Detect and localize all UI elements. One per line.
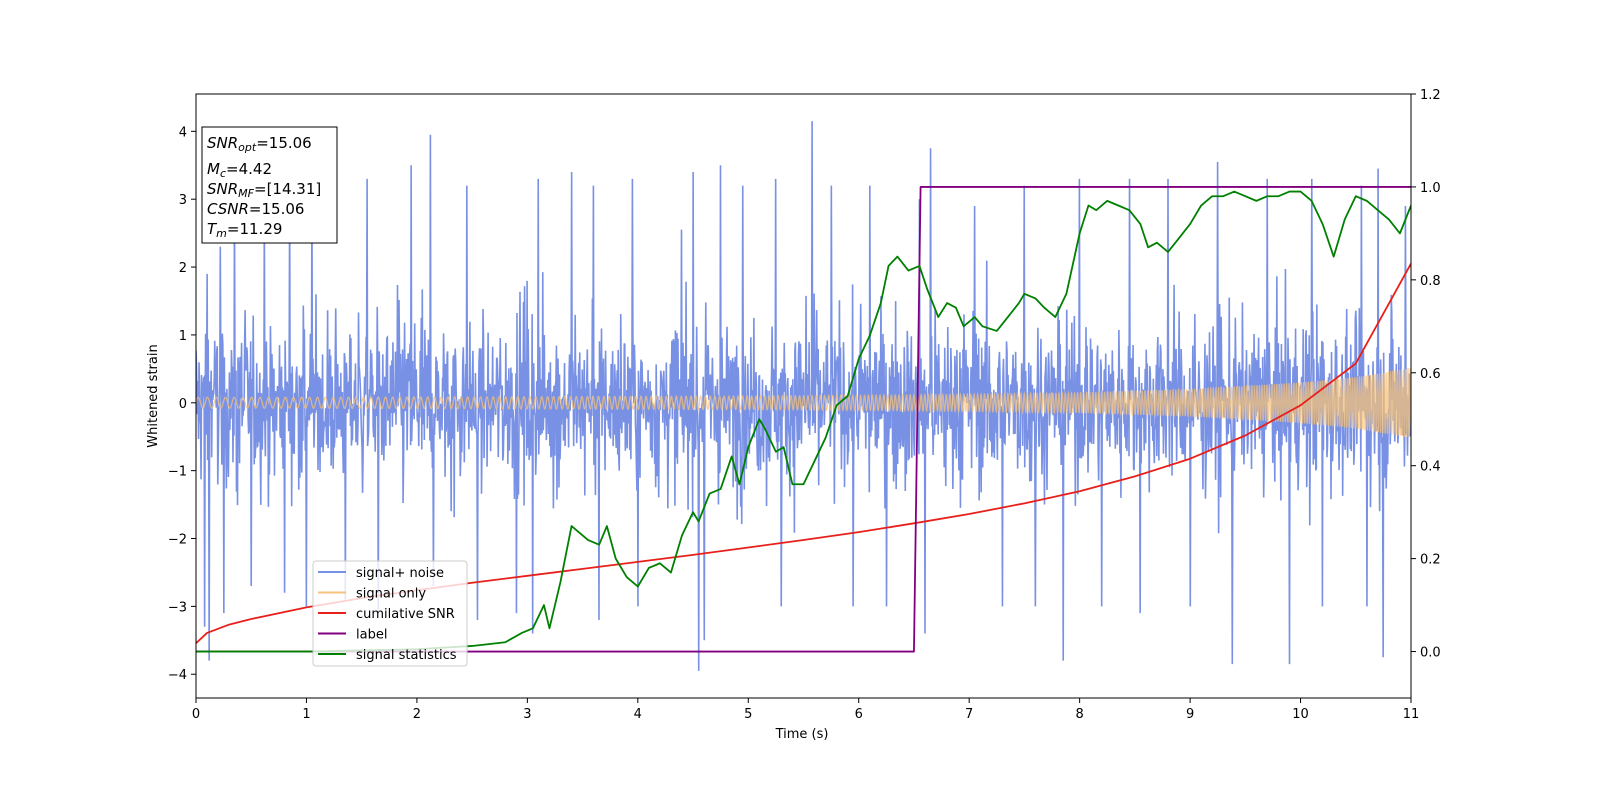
- legend-item-signal-only: signal only: [318, 587, 426, 602]
- y-tick-label: −3: [168, 600, 187, 615]
- stats-tm: Tm=11.29: [207, 220, 282, 240]
- legend-item-signal-noise: signal+ noise: [318, 566, 444, 581]
- y2-tick-label: 0.0: [1420, 646, 1441, 661]
- x-tick-label: 1: [302, 707, 310, 722]
- y2-tick-label: 0.8: [1420, 274, 1441, 289]
- series-cumulative-snr: [196, 263, 1411, 644]
- y2-tick-label: 1.0: [1420, 181, 1441, 196]
- legend: signal+ noise signal only cumilative SNR la…: [312, 560, 468, 667]
- series-signal-only: [196, 367, 1411, 438]
- y-tick-label: 2: [179, 261, 187, 276]
- x-tick-label: 8: [1075, 707, 1083, 722]
- x-tick-label: 5: [744, 707, 752, 722]
- stats-box-frame: [201, 126, 338, 244]
- x-tick-label: 10: [1292, 707, 1309, 722]
- y-axis-right: 0.0 0.2 0.4 0.6 0.8 1.0 1.2: [1411, 88, 1441, 661]
- legend-item-label: label: [318, 628, 387, 643]
- legend-item-cumulative-snr: cumilative SNR: [318, 607, 455, 622]
- series-label: [196, 186, 1411, 653]
- legend-label: label: [356, 628, 387, 643]
- x-axis-label: Time (s): [775, 727, 829, 742]
- y2-tick-label: 0.2: [1420, 553, 1441, 568]
- y-tick-label: 3: [179, 193, 187, 208]
- y2-tick-label: 0.6: [1420, 367, 1441, 382]
- x-tick-label: 4: [634, 707, 642, 722]
- y-tick-label: −2: [168, 533, 187, 548]
- x-axis: 0 1 2 3 4 5 6 7 8 9 10 11: [192, 698, 1419, 722]
- x-tick-label: 6: [855, 707, 863, 722]
- legend-frame: [312, 560, 468, 667]
- x-tick-label: 2: [413, 707, 421, 722]
- stats-chirp-mass: Mc=4.42: [207, 160, 272, 180]
- plot-series-layer: [196, 121, 1411, 671]
- y-axis-label: Whitened strain: [146, 344, 161, 447]
- x-tick-label: 11: [1403, 707, 1420, 722]
- y2-tick-label: 1.2: [1420, 88, 1441, 103]
- y-tick-label: 1: [179, 329, 187, 344]
- y-tick-label: 4: [179, 125, 187, 140]
- x-tick-label: 3: [523, 707, 531, 722]
- stats-snr-mf: SNRMF=[14.31]: [207, 180, 321, 200]
- series-signal-statistics: [196, 190, 1411, 653]
- stats-snr-opt: SNRopt=15.06: [207, 134, 312, 154]
- y-tick-label: −4: [168, 668, 187, 683]
- legend-label: signal statistics: [356, 648, 457, 663]
- plot-frame: [195, 93, 1412, 699]
- legend-label: cumilative SNR: [356, 607, 455, 622]
- stats-box: SNRopt=15.06 Mc=4.42 SNRMF=[14.31] CSNR=…: [201, 126, 338, 244]
- legend-label: signal+ noise: [356, 566, 444, 581]
- y2-tick-label: 0.4: [1420, 460, 1441, 475]
- x-tick-label: 7: [965, 707, 973, 722]
- y-tick-label: −1: [168, 465, 187, 480]
- legend-label: signal only: [356, 587, 426, 602]
- stats-csnr: CSNR=15.06: [207, 200, 304, 218]
- x-tick-label: 9: [1186, 707, 1194, 722]
- y-tick-label: 0: [179, 397, 187, 412]
- x-tick-label: 0: [192, 707, 200, 722]
- y-axis-left: −4 −3 −2 −1 0 1 2 3 4: [168, 125, 196, 683]
- legend-item-signal-statistics: signal statistics: [318, 648, 457, 663]
